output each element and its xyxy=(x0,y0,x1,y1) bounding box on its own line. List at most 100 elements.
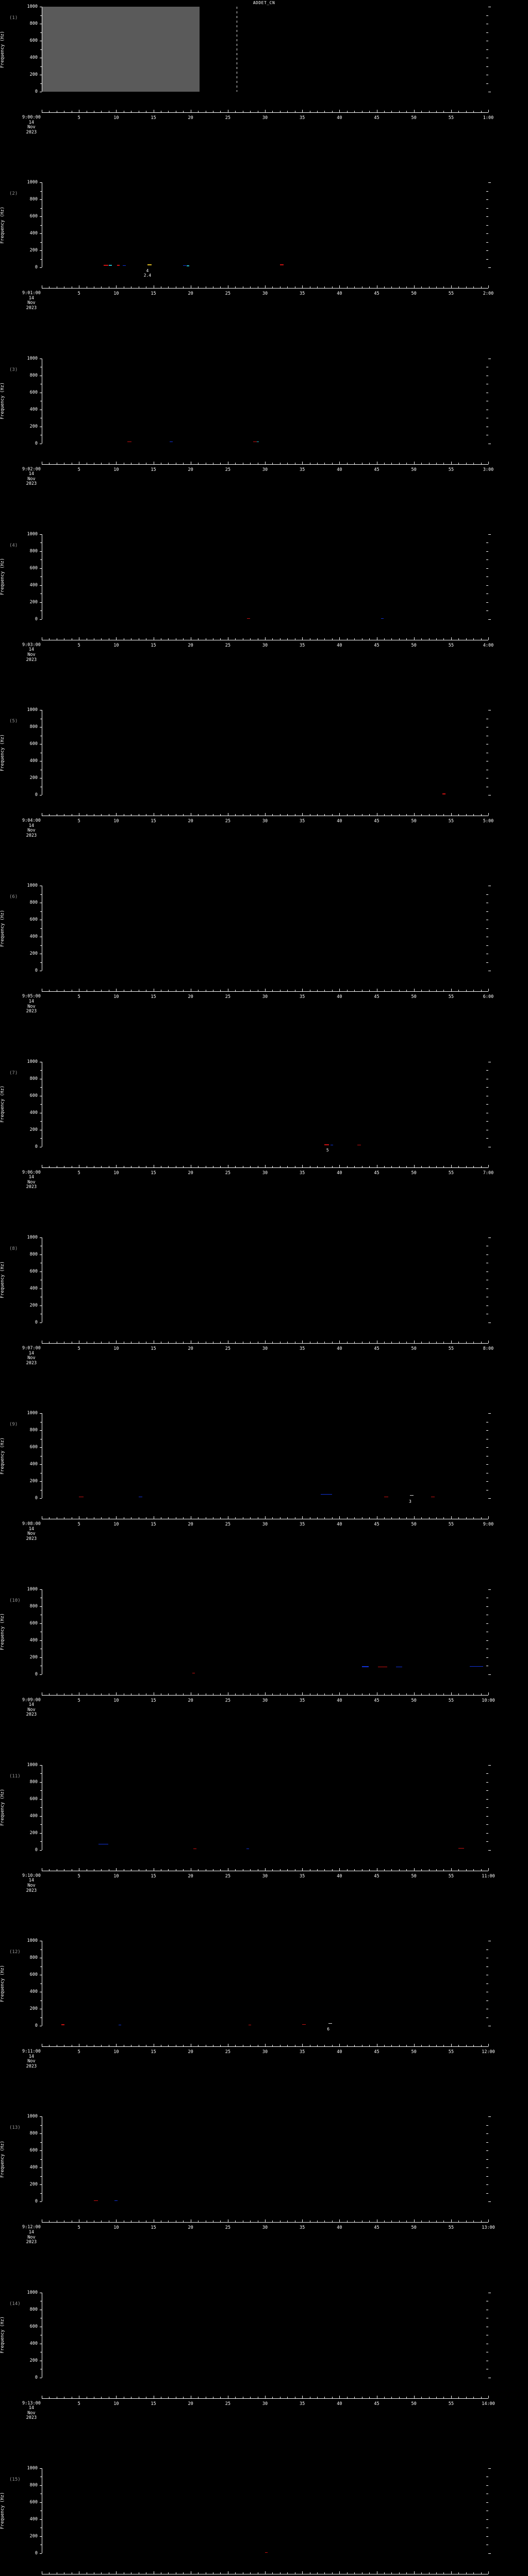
x-tick-minor xyxy=(458,638,459,640)
x-tick-label: 5 xyxy=(77,1873,80,1879)
x-tick-label: 40 xyxy=(337,1170,342,1176)
x-tick-major xyxy=(451,285,452,289)
x-tick-minor xyxy=(384,1517,385,1519)
x-tick-minor xyxy=(220,2572,221,2574)
x-tick-minor xyxy=(481,814,482,816)
right-axis-cap xyxy=(488,182,491,183)
x-tick-minor xyxy=(220,462,221,464)
x-tick-minor xyxy=(235,1341,236,1343)
panel-6: (6) Frequency (Hz) 0 200 400 600 800 1000 5 10 15 2… xyxy=(0,879,528,1055)
x-tick-minor xyxy=(101,638,102,640)
y-tick-label: 0 xyxy=(35,1496,38,1501)
y-tick-major xyxy=(40,267,42,268)
x-tick-minor xyxy=(428,462,430,464)
x-tick-minor xyxy=(443,990,444,992)
y-tick-minor xyxy=(40,1773,42,1774)
x-tick-minor xyxy=(473,2045,474,2047)
x-tick-minor xyxy=(183,286,184,289)
right-axis-tick xyxy=(486,2142,488,2143)
right-axis-tick xyxy=(486,602,488,603)
x-tick-label: 10 xyxy=(113,2401,119,2406)
x-tick-label: 20 xyxy=(188,1170,193,1176)
detection-mark xyxy=(328,2023,332,2024)
x-tick-major xyxy=(488,461,489,464)
y-tick-minor xyxy=(40,208,42,209)
plot-area-9: 0 200 400 600 800 1000 xyxy=(27,1411,491,1501)
x-tick-minor xyxy=(317,2045,318,2047)
x-tick-major xyxy=(414,637,415,640)
y-tick-minor xyxy=(40,2159,42,2160)
x-tick-minor xyxy=(354,462,355,464)
x-tick-major xyxy=(414,2044,415,2047)
right-axis-tick xyxy=(486,911,488,912)
x-tick-major xyxy=(414,1868,415,1871)
x-tick-minor xyxy=(354,990,355,992)
x-tick-minor xyxy=(287,2045,288,2047)
y-tick-label: 600 xyxy=(29,1972,38,1978)
x-tick-minor xyxy=(406,1517,407,1519)
x-tick-label: 15 xyxy=(151,2401,156,2406)
y-tick-label: 800 xyxy=(29,2307,38,2312)
panel-8: (8) Frequency (Hz) 0 200 400 600 800 1000 5 10 15 2… xyxy=(0,1231,528,1406)
x-tick-minor xyxy=(406,2572,407,2574)
right-axis-tick xyxy=(486,191,488,192)
y-tick-label: 400 xyxy=(29,406,38,412)
x-tick-minor xyxy=(168,2572,169,2574)
x-tick-major xyxy=(488,2044,489,2047)
x-tick-minor xyxy=(317,1693,318,1695)
x-tick-minor xyxy=(369,2221,370,2223)
y-axis-label-text: Frequency (Hz) xyxy=(0,2492,5,2530)
x-tick-minor xyxy=(220,1165,221,1167)
y-tick-label: 800 xyxy=(29,1076,38,1081)
right-axis-tick xyxy=(486,1430,488,1431)
right-axis-tick xyxy=(486,1447,488,1448)
x-tick-minor xyxy=(443,2572,444,2574)
y-tick-label: 0 xyxy=(35,1144,38,1149)
x-tick-minor xyxy=(406,990,407,992)
right-axis-tick xyxy=(486,242,488,243)
detection-mark xyxy=(410,1495,414,1496)
x-tick-minor xyxy=(369,111,370,112)
right-axis-tick xyxy=(486,962,488,963)
x-tick-label: 50 xyxy=(411,642,417,648)
x-tick-minor xyxy=(317,2572,318,2574)
x-tick-minor xyxy=(287,1517,288,1519)
x-tick-minor xyxy=(332,814,333,816)
x-tick-minor xyxy=(317,1341,318,1343)
x-tick-minor xyxy=(220,2045,221,2047)
x-tick-minor xyxy=(481,2572,482,2574)
y-tick-major xyxy=(40,1765,42,1766)
x-tick-label: 25 xyxy=(225,1170,230,1176)
x-axis-start-label: 9:10:00 14 Nov 2023 xyxy=(22,1873,41,1893)
x-tick-minor xyxy=(324,2396,325,2398)
y-tick-major xyxy=(40,1464,42,1465)
x-tick-minor xyxy=(421,286,422,289)
x-axis-end-label: 9:00 xyxy=(483,1522,494,1528)
y-tick-label: 1000 xyxy=(27,355,38,361)
x-tick-label: 35 xyxy=(300,467,305,472)
y-tick-minor xyxy=(40,1121,42,1122)
panel-number-4: (4) xyxy=(9,543,18,548)
x-tick-label: 45 xyxy=(374,1170,380,1176)
x-tick-label: 55 xyxy=(448,1698,454,1703)
x-tick-label: 25 xyxy=(225,1873,230,1879)
x-axis-line xyxy=(42,461,489,465)
y-tick-major xyxy=(40,1606,42,1607)
x-tick-label: 10 xyxy=(113,642,119,648)
x-tick-minor xyxy=(421,2045,422,2047)
detection-mark xyxy=(458,1848,464,1849)
x-tick-minor xyxy=(458,1341,459,1343)
x-tick-label: 15 xyxy=(151,2049,156,2055)
x-tick-minor xyxy=(458,2221,459,2223)
x-tick-label: 50 xyxy=(411,2225,417,2231)
y-axis-label: Frequency (Hz) xyxy=(0,2116,6,2201)
x-tick-minor xyxy=(391,638,392,640)
x-tick-major xyxy=(302,989,303,992)
y-tick-label: 1000 xyxy=(27,1938,38,1944)
y-axis-label-text: Frequency (Hz) xyxy=(0,1964,5,2002)
y-axis-label-text: Frequency (Hz) xyxy=(0,734,5,771)
x-tick-minor xyxy=(458,1165,459,1167)
x-tick-minor xyxy=(473,990,474,992)
x-tick-label: 20 xyxy=(188,115,193,121)
x-tick-major xyxy=(302,110,303,112)
